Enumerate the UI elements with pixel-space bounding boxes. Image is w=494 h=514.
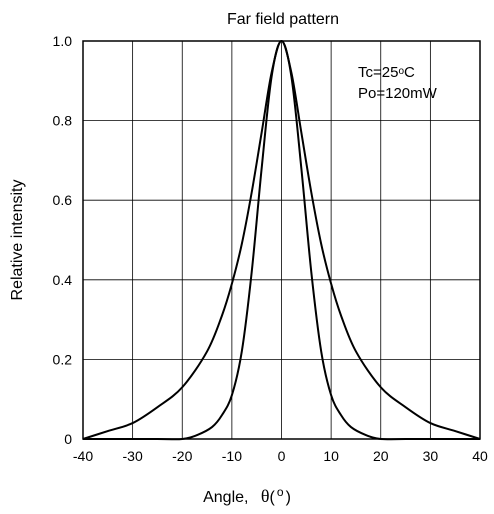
x-tick-label: -20 — [172, 448, 192, 464]
y-tick-labels: 0 0.2 0.4 0.6 0.8 1.0 — [53, 33, 73, 447]
x-tick-label: 40 — [472, 448, 488, 464]
y-tick-label: 0 — [64, 431, 72, 447]
conditions-annotation: Tc=25oC Po=120mW — [358, 62, 437, 104]
chart-title: Far field pattern — [227, 11, 339, 28]
x-axis-label-text: Angle, — [203, 489, 249, 506]
temperature-condition: Tc=25oC — [358, 62, 437, 83]
y-axis-label: Relative intensity — [9, 180, 26, 301]
x-tick-labels: -40 -30 -20 -10 0 10 20 30 40 — [73, 448, 488, 464]
x-tick-label: 0 — [278, 448, 286, 464]
y-tick-label: 1.0 — [53, 33, 73, 49]
degree-symbol: o — [398, 66, 405, 77]
x-tick-label: -40 — [73, 448, 93, 464]
x-tick-label: 20 — [373, 448, 389, 464]
plot-frame — [82, 40, 481, 440]
x-tick-label: -30 — [123, 448, 143, 464]
y-tick-label: 0.4 — [53, 272, 73, 288]
x-tick-label: 10 — [323, 448, 339, 464]
theta-symbol: θ — [260, 486, 270, 506]
x-axis-label: Angle, θ(o) — [0, 485, 494, 507]
unit-open-paren: ( — [269, 489, 275, 506]
x-tick-label: 30 — [423, 448, 439, 464]
grid — [83, 41, 480, 439]
temperature-prefix: Tc=25 — [358, 64, 399, 81]
y-tick-label: 0.2 — [53, 351, 73, 367]
unit-close-paren: ) — [285, 489, 291, 506]
power-condition: Po=120mW — [358, 85, 437, 102]
x-tick-label: -10 — [222, 448, 242, 464]
y-tick-label: 0.8 — [53, 113, 73, 129]
degree-unit: o — [276, 485, 284, 499]
y-tick-label: 0.6 — [53, 192, 73, 208]
temperature-unit: C — [404, 64, 415, 81]
